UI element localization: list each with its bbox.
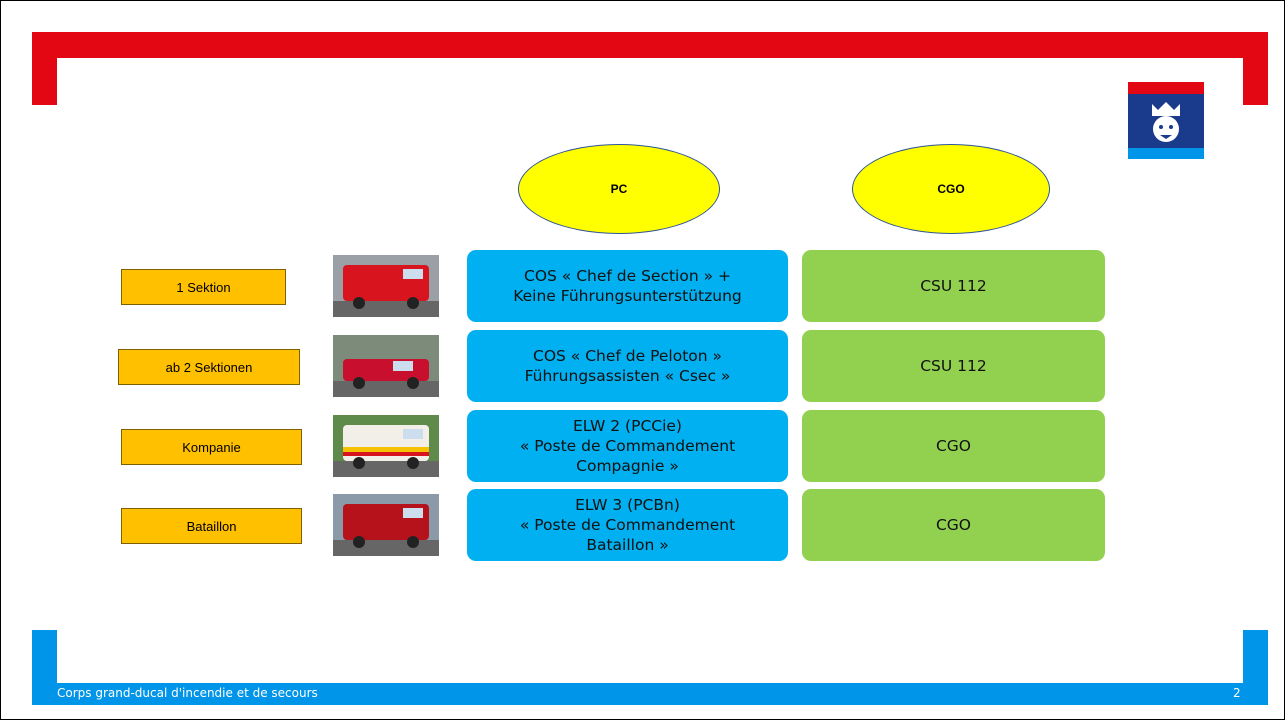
pc-text: « Poste de Commandement <box>519 516 736 534</box>
pc-box: ELW 3 (PCBn) « Poste de Commandement Batai… <box>467 489 788 561</box>
vehicle-photo <box>333 255 439 317</box>
pc-text: COS « Chef de Section » + <box>524 267 731 285</box>
pc-text: « Poste de Commandement <box>519 437 736 455</box>
pc-box: COS « Chef de Peloton » Führungsassisten … <box>467 330 788 402</box>
top-bar <box>32 32 1268 58</box>
pc-text: COS « Chef de Peloton » <box>533 347 722 365</box>
row-label: ab 2 Sektionen <box>118 349 300 385</box>
top-bar-left <box>32 32 57 105</box>
vehicle-photo <box>333 494 439 556</box>
cgo-box: CSU 112 <box>802 250 1105 322</box>
bottom-bar-right <box>1243 630 1268 705</box>
pc-text: Bataillon » <box>586 536 669 554</box>
pc-box: ELW 2 (PCCie) « Poste de Commandement Comp… <box>467 410 788 482</box>
pc-text: ELW 2 (PCCie) <box>573 417 682 435</box>
column-header: CGO <box>852 144 1050 234</box>
top-bar-right <box>1243 32 1268 105</box>
pc-box: COS « Chef de Section » + Keine Führungsu… <box>467 250 788 322</box>
cgo-box: CSU 112 <box>802 330 1105 402</box>
page-number: 2 <box>1233 686 1241 700</box>
vehicle-photo <box>333 335 439 397</box>
bottom-bar-left <box>32 630 57 705</box>
row-label: Kompanie <box>121 429 302 465</box>
logo <box>1128 82 1204 159</box>
cgo-box: CGO <box>802 410 1105 482</box>
pc-text: Führungsassisten « Csec » <box>524 367 731 385</box>
vehicle-photo <box>333 415 439 477</box>
footer-text: Corps grand-ducal d'incendie et de secou… <box>57 686 318 700</box>
pc-text: ELW 3 (PCBn) <box>575 496 680 514</box>
row-label: Bataillon <box>121 508 302 544</box>
pc-text: Keine Führungsunterstützung <box>513 287 742 305</box>
bottom-bar <box>32 683 1268 705</box>
row-label: 1 Sektion <box>121 269 286 305</box>
column-header: PC <box>518 144 720 234</box>
pc-text: Compagnie » <box>576 457 679 475</box>
cgo-box: CGO <box>802 489 1105 561</box>
